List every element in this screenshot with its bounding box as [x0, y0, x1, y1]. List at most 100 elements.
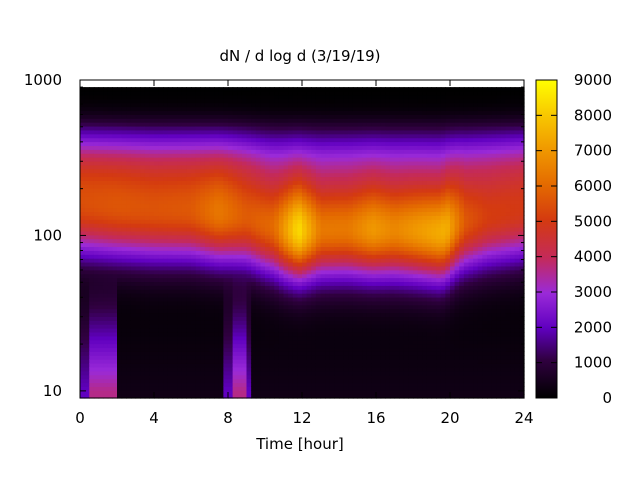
- heatmap-cell: [260, 188, 266, 193]
- heatmap-cell: [181, 106, 187, 112]
- heatmap-cell: [80, 176, 86, 181]
- heatmap-cell: [274, 312, 280, 317]
- heatmap-cell: [228, 234, 234, 240]
- heatmap-cell: [251, 94, 257, 100]
- heatmap-cell: [343, 296, 349, 302]
- heatmap-cell: [315, 98, 322, 104]
- heatmap-cell: [334, 339, 340, 345]
- heatmap-cell: [292, 215, 298, 220]
- heatmap-cell: [84, 223, 90, 228]
- heatmap-cell: [232, 378, 238, 384]
- heatmap-cell: [130, 87, 137, 92]
- heatmap-cell: [315, 87, 322, 92]
- heatmap-cell: [325, 312, 331, 317]
- heatmap-cell: [306, 153, 312, 158]
- heatmap-cell: [126, 192, 132, 197]
- heatmap-cell: [167, 331, 174, 337]
- heatmap-cell: [140, 250, 146, 255]
- heatmap-cell: [343, 386, 349, 391]
- heatmap-cell: [204, 180, 211, 185]
- heatmap-cell: [186, 386, 192, 391]
- heatmap-cell: [80, 149, 86, 154]
- heatmap-cell: [237, 114, 243, 119]
- heatmap-cell: [177, 366, 183, 372]
- heatmap-cell: [246, 227, 252, 232]
- heatmap-cell: [214, 261, 220, 267]
- heatmap-cell: [103, 254, 109, 259]
- heatmap-cell: [343, 374, 349, 380]
- heatmap-cell: [292, 122, 298, 127]
- heatmap-cell: [140, 118, 146, 123]
- heatmap-cell: [362, 114, 368, 119]
- heatmap-cell: [320, 335, 326, 341]
- heatmap-cell: [181, 316, 187, 321]
- heatmap-cell: [278, 347, 285, 352]
- heatmap-cell: [311, 176, 317, 181]
- heatmap-cell: [209, 374, 215, 380]
- heatmap-cell: [172, 98, 178, 104]
- heatmap-cell: [140, 168, 146, 174]
- heatmap-cell: [269, 265, 275, 271]
- heatmap-cell: [89, 265, 95, 271]
- heatmap-cell: [158, 227, 164, 232]
- heatmap-cell: [357, 203, 363, 209]
- heatmap-cell: [140, 394, 146, 399]
- heatmap-cell: [154, 172, 160, 178]
- heatmap-cell: [302, 250, 308, 255]
- heatmap-cell: [246, 324, 252, 329]
- heatmap-cell: [283, 320, 289, 325]
- heatmap-cell: [218, 145, 224, 150]
- heatmap-cell: [126, 351, 132, 356]
- heatmap-cell: [315, 223, 322, 228]
- heatmap-cell: [274, 125, 280, 131]
- heatmap-cell: [181, 114, 187, 119]
- heatmap-cell: [80, 320, 86, 325]
- heatmap-cell: [246, 359, 252, 364]
- heatmap-cell: [149, 293, 155, 298]
- heatmap-cell: [311, 355, 317, 360]
- heatmap-cell: [348, 234, 354, 240]
- heatmap-cell: [357, 234, 363, 240]
- heatmap-cell: [269, 122, 275, 127]
- heatmap-cell: [325, 195, 331, 201]
- heatmap-cell: [112, 168, 118, 174]
- heatmap-cell: [121, 223, 127, 228]
- heatmap-cell: [121, 199, 127, 205]
- heatmap-cell: [204, 141, 211, 147]
- heatmap-cell: [144, 335, 150, 341]
- heatmap-cell: [260, 324, 266, 329]
- heatmap-cell: [209, 277, 215, 283]
- heatmap-cell: [144, 328, 150, 333]
- heatmap-cell: [251, 176, 257, 181]
- heatmap-cell: [352, 285, 359, 290]
- heatmap-cell: [352, 172, 359, 178]
- heatmap-cell: [315, 149, 322, 154]
- heatmap-cell: [121, 227, 127, 232]
- heatmap-cell: [154, 195, 160, 201]
- heatmap-cell: [117, 122, 123, 127]
- heatmap-cell: [251, 316, 257, 321]
- heatmap-cell: [181, 394, 187, 399]
- heatmap-cell: [265, 355, 271, 360]
- heatmap-cell: [246, 390, 252, 395]
- heatmap-cell: [154, 234, 160, 240]
- heatmap-cell: [232, 180, 238, 185]
- heatmap-cell: [214, 141, 220, 147]
- heatmap-cell: [130, 343, 137, 349]
- heatmap-cell: [195, 366, 201, 372]
- heatmap-cell: [241, 110, 248, 115]
- heatmap-cell: [352, 324, 359, 329]
- heatmap-cell: [181, 160, 187, 166]
- heatmap-cell: [329, 269, 335, 275]
- heatmap-cell: [278, 265, 285, 271]
- heatmap-cell: [223, 114, 229, 119]
- heatmap-cell: [195, 363, 201, 368]
- heatmap-cell: [195, 300, 201, 306]
- heatmap-cell: [121, 168, 127, 174]
- heatmap-cell: [348, 308, 354, 314]
- heatmap-cell: [84, 145, 90, 150]
- heatmap-cell: [251, 223, 257, 228]
- heatmap-cell: [339, 238, 345, 244]
- heatmap-cell: [112, 129, 118, 135]
- heatmap-cell: [232, 312, 238, 317]
